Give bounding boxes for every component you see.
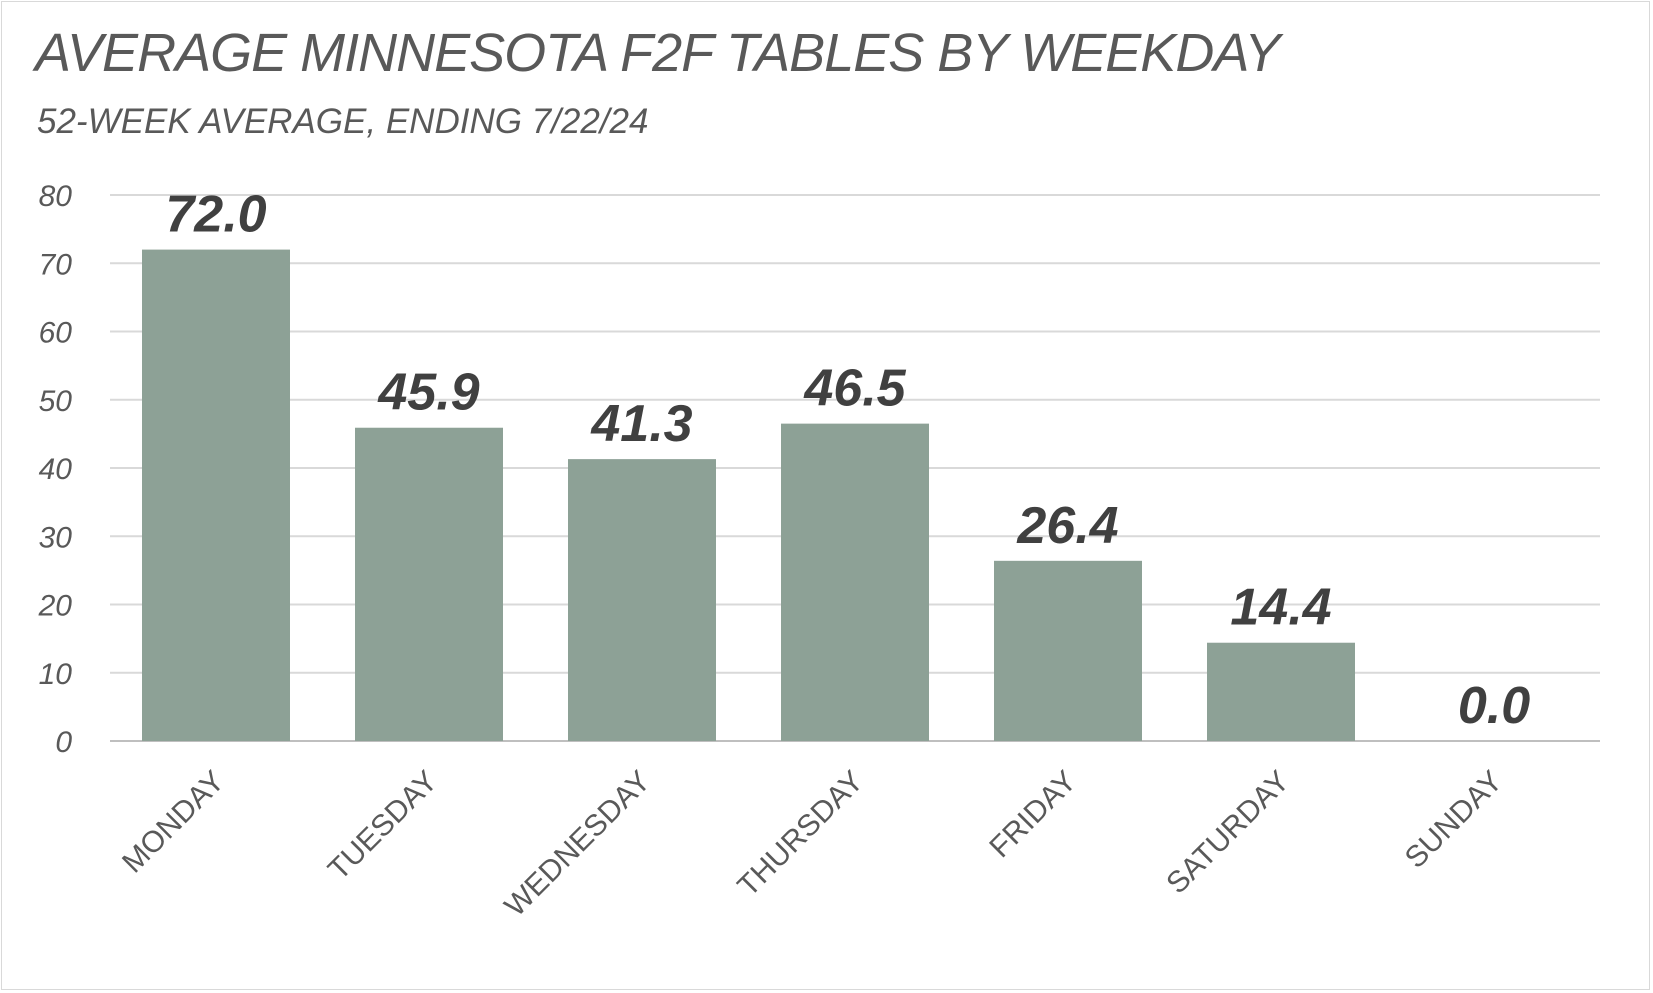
bar — [781, 423, 929, 741]
bar — [1207, 642, 1355, 741]
y-tick-label: 80 — [39, 180, 73, 213]
bar — [994, 560, 1142, 741]
x-category-label: THURSDAY — [732, 765, 870, 903]
y-tick-label: 0 — [55, 726, 72, 759]
data-label: 46.5 — [803, 360, 906, 418]
y-tick-label: 10 — [39, 658, 73, 691]
data-label: 72.0 — [165, 186, 266, 244]
y-tick-label: 50 — [39, 385, 73, 418]
x-category-label: FRIDAY — [983, 765, 1083, 865]
x-category-label: SATURDAY — [1160, 765, 1296, 901]
bar — [142, 249, 290, 741]
y-tick-label: 60 — [39, 317, 73, 350]
y-tick-label: 20 — [38, 590, 73, 623]
x-category-label: WEDNESDAY — [498, 765, 656, 923]
y-tick-label: 70 — [39, 248, 73, 281]
data-label: 45.9 — [377, 364, 479, 422]
x-category-label: TUESDAY — [322, 765, 444, 887]
y-tick-label: 40 — [39, 453, 73, 486]
chart-subtitle: 52-WEEK AVERAGE, ENDING 7/22/24 — [37, 102, 649, 141]
x-category-label: MONDAY — [116, 765, 231, 880]
chart-title: AVERAGE MINNESOTA F2F TABLES BY WEEKDAY — [35, 23, 1280, 83]
bar — [355, 427, 503, 741]
data-label: 14.4 — [1230, 579, 1331, 637]
data-label: 41.3 — [590, 395, 692, 453]
data-label: 0.0 — [1458, 677, 1530, 735]
data-label: 26.4 — [1016, 497, 1118, 555]
bar — [568, 459, 716, 741]
y-tick-label: 30 — [39, 521, 73, 554]
x-category-label: SUNDAY — [1399, 765, 1509, 875]
